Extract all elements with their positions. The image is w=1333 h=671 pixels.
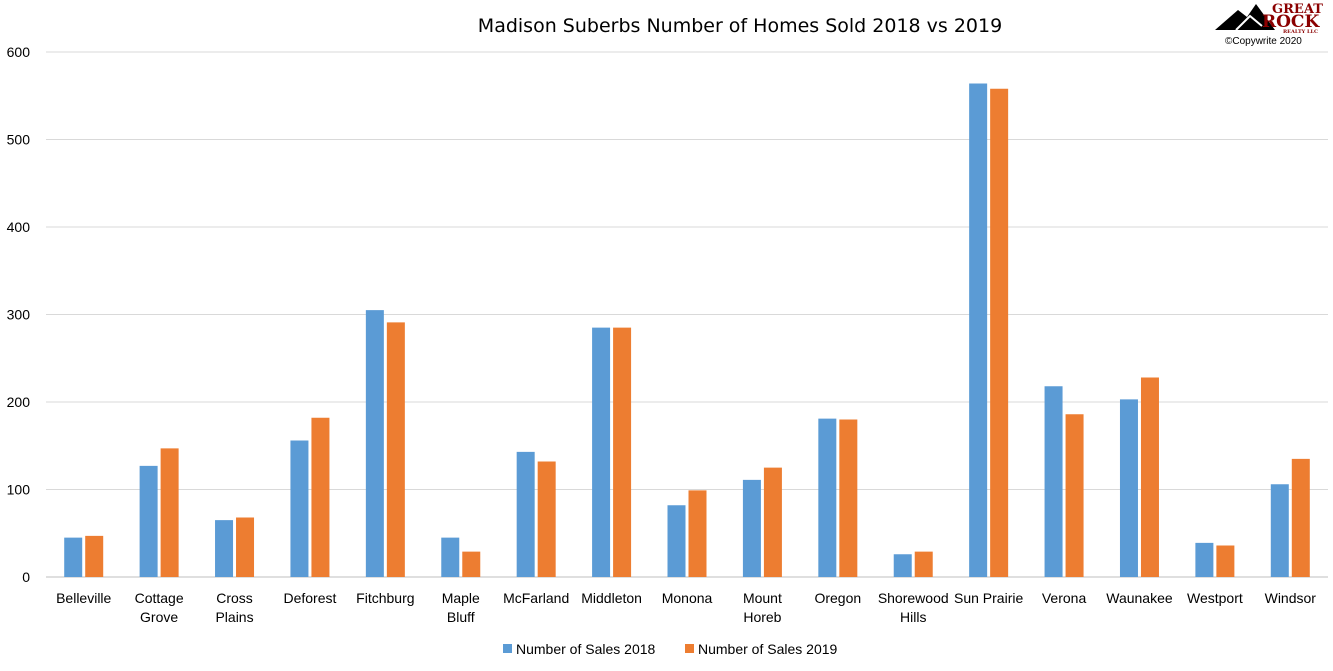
legend-swatch-2018 <box>503 644 512 653</box>
chart-title: Madison Suberbs Number of Homes Sold 201… <box>478 15 1002 37</box>
bar-2018 <box>365 310 384 577</box>
bar-2019 <box>537 461 556 577</box>
x-tick-label: Windsor <box>1265 590 1317 606</box>
bar-2019 <box>688 490 707 577</box>
logo: GREAT ROCK REALTY LLC ©Copywrite 2020 <box>1215 2 1323 47</box>
bar-2018 <box>516 451 535 577</box>
x-tick-label: Monona <box>662 590 713 606</box>
x-tick-label: Mount Horeb <box>743 590 782 625</box>
bar-2019 <box>311 417 330 577</box>
bar-2019 <box>763 467 782 577</box>
bar-2018 <box>139 465 158 577</box>
legend-swatch-2019 <box>685 644 694 653</box>
mountain-icon <box>1215 4 1275 31</box>
x-tick-label: Cottage Grove <box>135 590 184 625</box>
logo-line2: ROCK <box>1262 12 1320 32</box>
bar-2018 <box>893 554 912 577</box>
bar-2019 <box>613 327 632 577</box>
bar-2019 <box>1216 545 1235 577</box>
bar-2018 <box>592 327 611 577</box>
x-tick-label: Westport <box>1187 590 1243 606</box>
y-tick-label: 100 <box>7 482 31 498</box>
logo-line1: GREAT <box>1272 2 1323 17</box>
bar-2019 <box>1140 377 1159 577</box>
x-tick-label: McFarland <box>503 590 569 606</box>
x-tick-label: Maple Bluff <box>442 590 480 625</box>
bar-2018 <box>215 520 234 577</box>
bar-2018 <box>1195 542 1214 577</box>
x-tick-label: Cross Plains <box>215 590 253 625</box>
bar-2019 <box>386 322 405 577</box>
y-tick-label: 500 <box>7 132 31 148</box>
bar-2019 <box>85 535 104 577</box>
y-tick-label: 600 <box>7 44 31 60</box>
legend-label-2018: Number of Sales 2018 <box>516 641 656 657</box>
bar-2018 <box>1044 386 1063 577</box>
y-tick-label: 0 <box>22 569 30 585</box>
x-tick-label: Oregon <box>814 590 861 606</box>
x-tick-label: Deforest <box>283 590 336 606</box>
x-tick-label: Verona <box>1042 590 1087 606</box>
gridlines <box>46 51 1328 578</box>
x-tick-label: Shorewood Hills <box>878 590 949 625</box>
y-axis-tick-labels: 0 100 200 300 400 500 600 <box>7 44 31 585</box>
legend-label-2019: Number of Sales 2019 <box>698 641 838 657</box>
copyright-text: ©Copywrite 2020 <box>1225 36 1302 47</box>
y-tick-label: 400 <box>7 219 31 235</box>
bar-2019 <box>1291 458 1310 577</box>
bar-2019 <box>990 88 1009 577</box>
x-tick-label: Belleville <box>56 590 111 606</box>
bars <box>64 83 1310 577</box>
bar-2018 <box>667 505 686 577</box>
x-tick-label: Waunakee <box>1106 590 1173 606</box>
bar-2019 <box>160 448 179 577</box>
bar-2019 <box>462 551 481 577</box>
x-tick-label: Fitchburg <box>356 590 414 606</box>
bar-2019 <box>236 517 255 577</box>
legend: Number of Sales 2018 Number of Sales 201… <box>503 641 838 657</box>
bar-2018 <box>290 440 309 577</box>
bar-2019 <box>839 419 858 577</box>
logo-line3: REALTY LLC <box>1283 29 1318 35</box>
y-tick-label: 200 <box>7 394 31 410</box>
bar-2018 <box>818 418 837 577</box>
bar-2019 <box>1065 414 1084 577</box>
bar-2018 <box>1270 484 1289 577</box>
y-tick-label: 300 <box>7 307 31 323</box>
bar-2019 <box>914 551 933 577</box>
bar-2018 <box>441 537 460 577</box>
x-axis-tick-labels: Belleville Cottage Grove Cross Plains Defores… <box>56 590 1316 625</box>
bar-2018 <box>1119 399 1138 577</box>
bar-2018 <box>742 479 761 577</box>
x-tick-label: Middleton <box>581 590 642 606</box>
bar-2018 <box>64 537 83 577</box>
x-tick-label: Sun Prairie <box>954 590 1023 606</box>
bar-2018 <box>969 83 988 577</box>
